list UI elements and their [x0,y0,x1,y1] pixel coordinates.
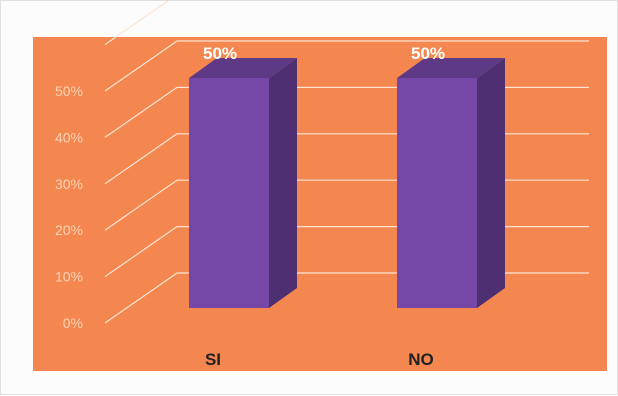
gridline [104,1,169,46]
category-label-no: NO [408,350,434,369]
category-label-si: SI [205,350,221,369]
gridline [104,40,589,92]
y-tick-label: 10% [55,269,83,285]
bar-si [189,58,297,308]
y-axis-tick-labels: 0% 10% 20% 30% 40% 50% [55,83,83,331]
y-tick-label: 20% [55,222,83,238]
y-tick-label: 40% [55,129,83,145]
data-labels: 50% 50% [203,44,445,63]
y-tick-label: 50% [55,83,83,99]
bars [189,58,505,308]
data-label-no: 50% [411,44,445,63]
x-axis-category-labels: SI NO [205,350,434,369]
y-tick-label: 0% [63,315,83,331]
y-tick-label: 30% [55,176,83,192]
bar-no [397,58,505,308]
plot-area [33,37,607,371]
data-label-si: 50% [203,44,237,63]
